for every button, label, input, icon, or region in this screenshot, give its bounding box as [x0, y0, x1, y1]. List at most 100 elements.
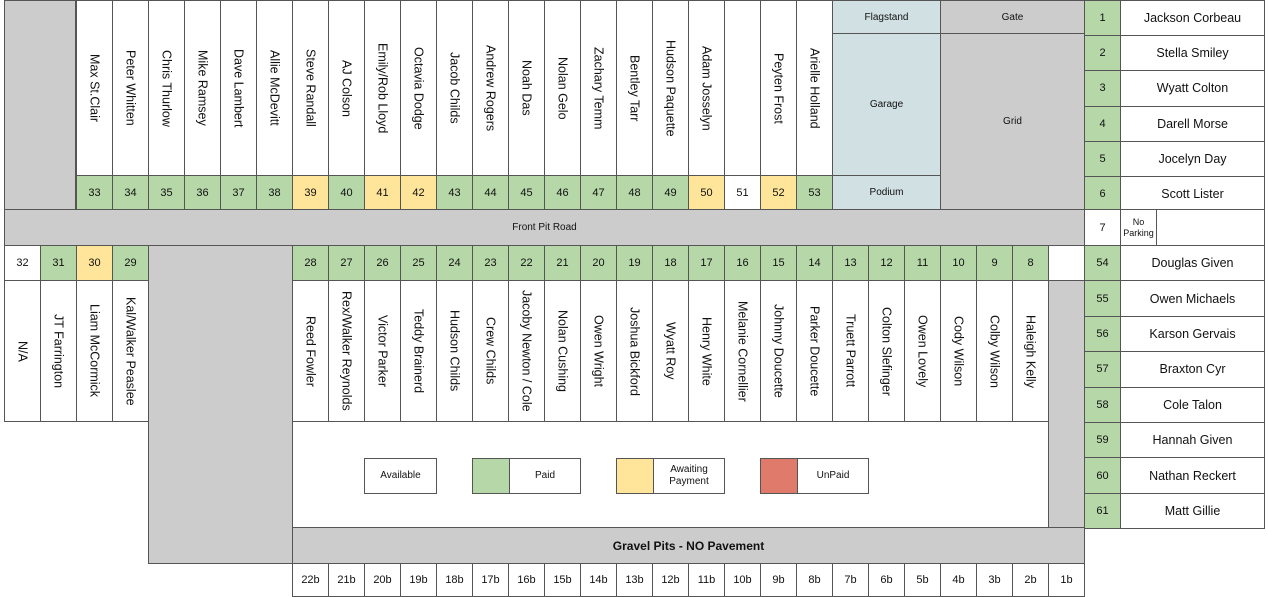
- right-spot-number-6: 6: [1084, 176, 1121, 213]
- bottom-spot-number-22: 22: [508, 245, 545, 281]
- right-spot-number-55: 55: [1084, 280, 1121, 317]
- bottom-spot-name-14: Parker Doucette: [796, 280, 833, 422]
- right-spot-name-54: Douglas Given: [1120, 245, 1265, 282]
- top-spot-name-37: Dave Lambert: [220, 0, 257, 176]
- driver-name: Truett Parrott: [843, 314, 858, 388]
- right-spot-number-58: 58: [1084, 386, 1121, 423]
- gravel-spot-19b: 19b: [400, 563, 437, 597]
- driver-name: Peter Whitten: [123, 50, 138, 126]
- right-spot-name-55: Owen Michaels: [1120, 280, 1265, 317]
- bottom-spot-number-28: 28: [292, 245, 329, 281]
- gravel-spot-10b: 10b: [724, 563, 761, 597]
- top-spot-name-36: Mike Ramsey: [184, 0, 221, 176]
- gravel-spot-20b: 20b: [364, 563, 401, 597]
- gravel-spot-8b: 8b: [796, 563, 833, 597]
- right-spot-name-2: Stella Smiley: [1120, 35, 1265, 72]
- driver-name: Melanie Cornellier: [735, 300, 750, 402]
- gravel-spot-2b: 2b: [1012, 563, 1049, 597]
- bottom-spot-name-18: Wyatt Roy: [652, 280, 689, 422]
- top-spot-name-35: Chris Thurlow: [148, 0, 185, 176]
- legend-item-available: Available: [364, 458, 437, 494]
- bottom-spot-number-9: 9: [976, 245, 1013, 281]
- driver-name: Crew Childs: [483, 317, 498, 385]
- top-spot-number-41: 41: [364, 175, 401, 210]
- driver-name: Dave Lambert: [231, 48, 246, 128]
- gravel-spot-21b: 21b: [328, 563, 365, 597]
- top-spot-name-46: Nolan Gelo: [544, 0, 581, 176]
- driver-name: Teddy Brainerd: [411, 308, 426, 394]
- top-spot-number-39: 39: [292, 175, 329, 210]
- right-spot-number-61: 61: [1084, 492, 1121, 530]
- right-spot-number-60: 60: [1084, 457, 1121, 494]
- legend-item-unpaid: UnPaid: [760, 458, 869, 494]
- gravel-spot-5b: 5b: [904, 563, 941, 597]
- right-spot-number-1: 1: [1084, 0, 1121, 37]
- top-spot-number-45: 45: [508, 175, 545, 210]
- gravel-spot-18b: 18b: [436, 563, 473, 597]
- bottom-spot-number-19: 19: [616, 245, 653, 281]
- bottom-spot-name-26: Victor Parker: [364, 280, 401, 422]
- bottom-spot-name-13: Truett Parrott: [832, 280, 869, 422]
- driver-name: Joshua Bickford: [627, 306, 642, 396]
- gate-area: Gate: [940, 0, 1085, 34]
- right-spot-number-4: 4: [1084, 105, 1121, 142]
- legend-item-awaiting: Awaiting Payment: [616, 458, 725, 494]
- top-spot-name-50: Adam Josselyn: [688, 0, 725, 176]
- right-spot-name-5: Jocelyn Day: [1120, 140, 1265, 177]
- bottom-spot-name-12: Colton Slefinger: [868, 280, 905, 422]
- top-spot-name-44: Andrew Rogers: [472, 0, 509, 176]
- bottom-left-spot-number-32: 32: [4, 245, 41, 281]
- bottom-spot-number-24: 24: [436, 245, 473, 281]
- right-spot-name-58: Cole Talon: [1120, 386, 1265, 423]
- driver-name: Peyten Frost: [771, 52, 786, 124]
- bottom-spot-name-22: Jacoby Newton / Cole: [508, 280, 545, 422]
- legend-swatch: [473, 459, 510, 493]
- driver-name: Jacob Childs: [447, 52, 462, 124]
- bottom-spot-name-23: Crew Childs: [472, 280, 509, 422]
- gravel-spot-7b: 7b: [832, 563, 869, 597]
- gravel-spot-6b: 6b: [868, 563, 905, 597]
- right-spot-number-59: 59: [1084, 422, 1121, 459]
- top-spot-name-43: Jacob Childs: [436, 0, 473, 176]
- bottom-spot-number-20: 20: [580, 245, 617, 281]
- driver-name: Steve Randall: [303, 49, 318, 127]
- bottom-spot-name-20: Owen Wright: [580, 280, 617, 422]
- gravel-spot-22b: 22b: [292, 563, 329, 597]
- top-spot-number-36: 36: [184, 175, 221, 210]
- right-inner-gray-column: [1048, 280, 1085, 528]
- right-spot-number-57: 57: [1084, 351, 1121, 388]
- right-spot-name-60: Nathan Reckert: [1120, 457, 1265, 494]
- top-spot-number-34: 34: [112, 175, 149, 210]
- bottom-spot-number-15: 15: [760, 245, 797, 281]
- driver-name: Wyatt Roy: [663, 322, 678, 380]
- bottom-spot-number-13: 13: [832, 245, 869, 281]
- right-spot-name-6: Scott Lister: [1120, 176, 1265, 213]
- driver-name: JT Farrington: [51, 313, 66, 389]
- top-spot-name-41: Emily/Rob Lloyd: [364, 0, 401, 176]
- gravel-spot-16b: 16b: [508, 563, 545, 597]
- top-spot-name-47: Zachary Temm: [580, 0, 617, 176]
- driver-name: Hudson Childs: [447, 310, 462, 392]
- right-spot-name-4: Darell Morse: [1120, 105, 1265, 142]
- top-spot-name-42: Octavia Dodge: [400, 0, 437, 176]
- bottom-spot-name-24: Hudson Childs: [436, 280, 473, 422]
- top-left-gray-block: [4, 0, 76, 210]
- top-spot-name-52: Peyten Frost: [760, 0, 797, 176]
- bottom-spot-number-25: 25: [400, 245, 437, 281]
- driver-name: Chris Thurlow: [159, 49, 174, 127]
- driver-name: Colton Slefinger: [879, 306, 894, 396]
- right-spot-number-3: 3: [1084, 70, 1121, 107]
- gravel-spot-9b: 9b: [760, 563, 797, 597]
- bottom-spot-number-21: 21: [544, 245, 581, 281]
- bottom-spot-number-8: 8: [1012, 245, 1049, 281]
- driver-name: Octavia Dodge: [411, 46, 426, 130]
- bottom-spot-number-26: 26: [364, 245, 401, 281]
- top-spot-number-37: 37: [220, 175, 257, 210]
- driver-name: Nolan Cushing: [555, 310, 570, 392]
- bottom-spot-number-17: 17: [688, 245, 725, 281]
- driver-name: Hudson Paquette: [663, 39, 678, 137]
- legend-label: Available: [365, 459, 436, 493]
- bottom-spot-name-10: Cody Wilson: [940, 280, 977, 422]
- bottom-left-spot-number-31: 31: [40, 245, 77, 281]
- bottom-spot-name-17: Henry White: [688, 280, 725, 422]
